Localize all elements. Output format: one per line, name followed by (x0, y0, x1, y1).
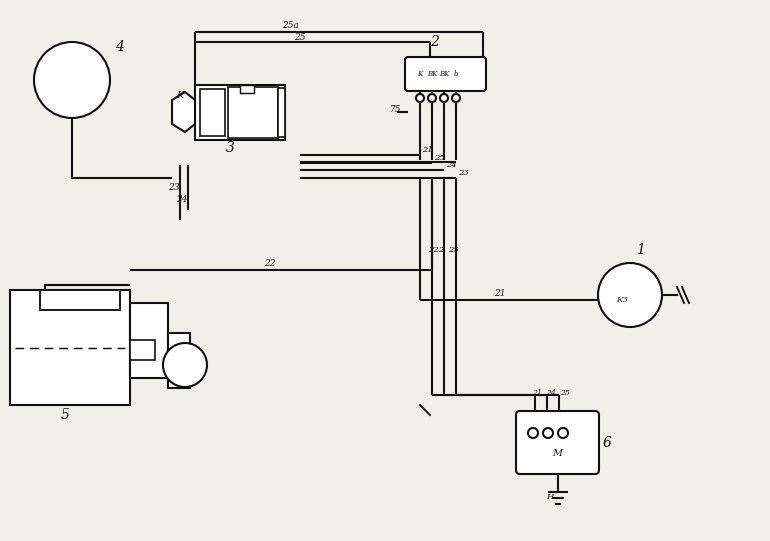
Text: 1: 1 (635, 243, 644, 257)
Text: 22: 22 (264, 259, 276, 267)
Polygon shape (172, 92, 195, 132)
Text: Н: Н (547, 493, 554, 501)
Bar (40, 290, 120, 310)
Bar (240, 85, 254, 93)
Circle shape (452, 94, 460, 102)
Text: 21: 21 (422, 146, 433, 154)
Text: 2: 2 (438, 246, 444, 254)
Text: 22: 22 (428, 246, 439, 254)
Text: 3: 3 (226, 141, 234, 155)
Circle shape (558, 428, 568, 438)
Circle shape (428, 94, 436, 102)
Text: 5: 5 (61, 408, 69, 422)
Bar (200, 89, 225, 136)
FancyBboxPatch shape (516, 411, 599, 474)
Circle shape (543, 428, 553, 438)
Circle shape (416, 94, 424, 102)
Text: M: M (552, 448, 562, 458)
Text: КЗ: КЗ (616, 296, 628, 304)
Bar (130, 303, 168, 378)
Text: 23: 23 (168, 183, 179, 193)
Circle shape (440, 94, 448, 102)
Text: BK: BK (439, 70, 449, 78)
Circle shape (163, 343, 207, 387)
Circle shape (598, 263, 662, 327)
Text: 25a: 25a (282, 21, 299, 30)
Text: 24: 24 (446, 161, 457, 169)
Text: 24: 24 (546, 389, 556, 397)
Bar (168, 333, 190, 388)
Bar (130, 340, 155, 360)
Text: 21: 21 (532, 389, 542, 397)
Text: 4: 4 (115, 40, 124, 54)
Text: 24: 24 (176, 195, 188, 204)
Text: 25: 25 (434, 154, 445, 162)
Text: 25: 25 (560, 389, 570, 397)
FancyBboxPatch shape (405, 57, 486, 91)
Bar (278, 88, 285, 137)
Bar (228, 87, 278, 138)
Text: K: K (176, 90, 183, 100)
Bar (195, 85, 285, 140)
Circle shape (528, 428, 538, 438)
Text: 25: 25 (294, 32, 306, 42)
Circle shape (34, 42, 110, 118)
Text: 2: 2 (430, 35, 440, 49)
Text: 25: 25 (448, 246, 459, 254)
Text: BK: BK (427, 70, 437, 78)
Text: K: K (417, 70, 423, 78)
Bar (10, 290, 130, 405)
Text: b: b (454, 70, 458, 78)
Text: 75: 75 (390, 105, 401, 115)
Text: 21: 21 (494, 288, 506, 298)
Text: 6: 6 (603, 436, 612, 450)
Text: 23: 23 (458, 169, 469, 177)
